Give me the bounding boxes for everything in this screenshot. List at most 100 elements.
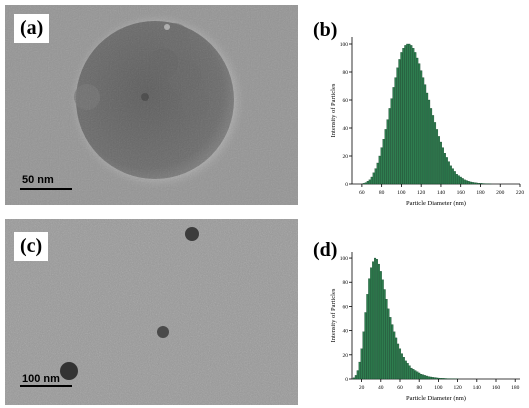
x-tick-label: 120 — [453, 385, 462, 391]
bar — [437, 377, 440, 380]
x-axis-label: Particle Diameter (nm) — [406, 200, 466, 207]
bar — [437, 136, 441, 185]
y-tick-label: 20 — [343, 154, 349, 160]
bar — [429, 376, 432, 380]
bar — [418, 372, 421, 380]
y-tick-label: 80 — [343, 280, 349, 286]
x-tick-label: 40 — [378, 385, 384, 391]
bar — [431, 377, 434, 380]
scale-bar-label-c: 100 nm — [22, 373, 60, 385]
histogram-chart-d: 0 20 40 60 80 100 20 40 60 80 100 120 140 160 180 Parti… — [330, 252, 520, 402]
bar — [457, 175, 460, 185]
bar — [370, 267, 373, 380]
histogram-chart-b: 0 20 40 60 80 100 60 80 100 120 140 160 180 200 220 Par… — [330, 37, 525, 207]
bar — [384, 129, 387, 185]
bar — [374, 168, 377, 185]
x-tick-label: 100 — [434, 385, 443, 391]
y-tick-label: 40 — [343, 126, 349, 132]
y-tick-label: 0 — [345, 182, 348, 188]
bar — [408, 365, 411, 380]
x-tick-label: 180 — [476, 190, 485, 196]
bar — [354, 375, 357, 380]
bar — [465, 180, 468, 185]
bar — [455, 174, 458, 185]
bar — [443, 153, 446, 185]
bar — [423, 375, 426, 380]
bar — [459, 176, 462, 185]
x-tick-label: 100 — [397, 190, 406, 196]
bar — [443, 378, 446, 380]
x-tick-label: 140 — [437, 190, 446, 196]
bar — [364, 182, 367, 185]
bar — [386, 119, 389, 185]
panel-label-d: (d) — [313, 239, 338, 261]
tem-image-c — [5, 219, 298, 405]
bar — [414, 52, 417, 185]
bar — [463, 179, 466, 185]
bar — [435, 129, 439, 185]
bar — [400, 353, 403, 380]
bar — [410, 367, 413, 380]
bar — [358, 361, 361, 380]
y-tick-label: 20 — [343, 353, 349, 359]
bar — [420, 374, 423, 380]
x-tick-label: 60 — [397, 385, 403, 391]
bar — [477, 183, 480, 185]
bar — [388, 108, 391, 185]
bar — [426, 92, 429, 185]
bar — [422, 374, 425, 380]
y-tick-label: 60 — [343, 304, 349, 310]
bar — [410, 45, 413, 185]
bar — [451, 168, 454, 185]
bar — [422, 77, 425, 185]
bar — [461, 178, 464, 185]
panel-label-c: (c) — [14, 232, 49, 261]
bar — [368, 278, 371, 380]
bar — [453, 171, 456, 185]
bar — [416, 371, 419, 380]
y-tick-label: 100 — [340, 42, 349, 48]
bar — [425, 375, 428, 380]
y-axis-label: Intensity of Particles — [330, 83, 337, 137]
bar — [473, 182, 476, 185]
bar — [433, 377, 436, 380]
bar — [378, 155, 381, 185]
bar — [439, 141, 442, 185]
bar — [471, 182, 474, 185]
bar — [379, 271, 382, 380]
bar — [380, 147, 383, 185]
bar — [447, 161, 450, 185]
bar — [418, 63, 421, 185]
y-axis-label: Intensity of Particles — [330, 288, 337, 342]
bar — [416, 57, 419, 185]
tem-image-a — [5, 5, 298, 205]
bar — [390, 98, 393, 185]
bar — [398, 348, 402, 380]
x-tick-label: 180 — [511, 385, 520, 391]
bar — [439, 378, 442, 380]
panel-label-b: (b) — [313, 19, 338, 41]
bar — [424, 84, 427, 185]
scale-bar-a — [20, 188, 72, 190]
bar — [441, 147, 444, 185]
x-tick-label: 20 — [359, 385, 365, 391]
bar — [475, 182, 478, 185]
bar — [382, 139, 385, 185]
bar — [431, 115, 435, 185]
y-tick-label: 40 — [343, 329, 349, 335]
bar — [393, 331, 396, 380]
bar — [391, 324, 394, 380]
bar — [400, 52, 403, 185]
scale-bar-label-a: 50 nm — [22, 174, 54, 186]
bar — [406, 43, 409, 185]
bar — [469, 181, 472, 185]
bar — [412, 48, 415, 185]
panel-label-a: (a) — [14, 14, 50, 43]
bar — [368, 179, 371, 185]
x-tick-label: 220 — [516, 190, 525, 196]
bar — [383, 289, 386, 380]
bar — [396, 67, 399, 185]
bar — [394, 77, 397, 185]
bar — [374, 257, 377, 380]
bar — [481, 183, 484, 185]
